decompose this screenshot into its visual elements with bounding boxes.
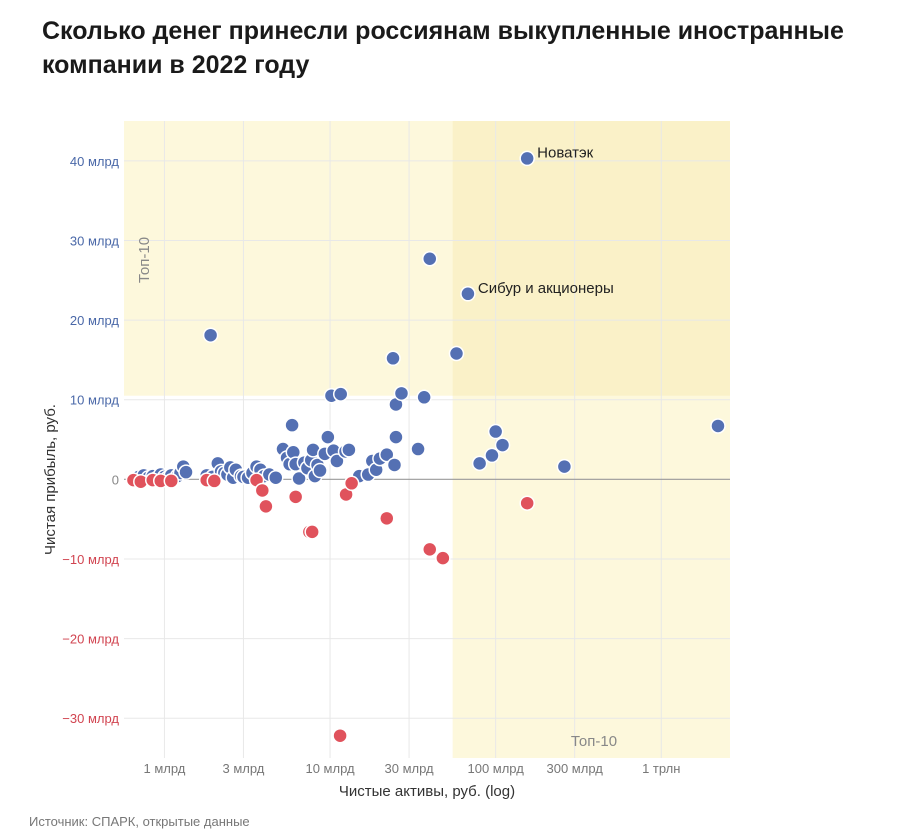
loss-point [304,524,320,540]
profit-point [312,462,328,479]
profit-point [341,442,357,458]
y-tick-label: 0 [112,472,119,487]
top10-assets-zone-label: Топ-10 [571,733,617,750]
profit-point [320,429,336,445]
loss-point [206,473,223,489]
profit-point [556,458,573,475]
profit-point [460,286,476,302]
profit-point [448,345,465,362]
top10-zones [124,121,730,758]
annotations: Новатэк Сибур и акционеры [478,144,614,296]
loss-point [343,475,360,492]
source-note: Источник: СПАРК, открытые данные [29,814,250,829]
profit-point [284,417,300,433]
y-tick-label: −20 млрд [62,632,119,647]
profit-point [471,455,488,472]
loss-point [254,482,271,499]
y-tick-label: 10 млрд [70,393,120,408]
profit-point [388,429,404,445]
profit-point [519,150,535,167]
profit-point [393,385,410,402]
profit-point [291,470,307,487]
profit-point [202,327,219,343]
scatter-chart: 40 млрд 30 млрд 20 млрд 10 млрд 0 −10 млрд −20… [42,121,730,800]
y-tick-label: −30 млрд [62,711,119,726]
y-axis-ticks: 40 млрд 30 млрд 20 млрд 10 млрд 0 −10 млрд −20… [62,154,119,726]
profit-point [410,441,426,457]
top10-overlap-zone [452,121,730,396]
profit-point [379,446,395,463]
loss-point [258,498,274,515]
profit-point [416,389,432,406]
y-tick-label: 20 млрд [70,313,120,328]
x-tick-label: 1 млрд [143,761,185,776]
chart-title: Сколько денег принесли россиянам выкупле… [42,17,844,79]
profit-point [494,437,511,453]
profit-point [178,464,194,480]
y-axis-title: Чистая прибыль, руб. [42,404,59,555]
loss-point [287,489,304,505]
top10-profit-zone-label: Топ-10 [136,237,153,283]
profit-point [386,457,403,473]
profit-point [385,350,401,367]
x-axis-title: Чистые активы, руб. (log) [339,783,515,800]
profit-point [422,251,438,267]
profit-point [332,386,349,402]
y-tick-label: 30 млрд [70,233,120,248]
profit-point [710,418,726,434]
x-tick-label: 10 млрд [305,761,355,776]
loss-point [435,550,451,566]
loss-point [163,473,180,489]
loss-point [332,727,348,744]
loss-point [422,541,438,558]
y-tick-label: 40 млрд [70,154,120,169]
x-tick-label: 100 млрд [467,761,524,776]
data-points [125,150,726,744]
grid-lines [124,121,730,758]
profit-point [267,469,284,486]
profit-point [487,423,504,440]
profit-point [329,453,345,469]
profit-point [484,447,500,464]
loss-point [519,495,535,511]
x-tick-label: 1 трлн [642,761,680,776]
y-tick-label: −10 млрд [62,552,119,567]
x-tick-label: 300 млрд [547,761,604,776]
x-tick-label: 3 млрд [223,761,265,776]
point-annotation: Новатэк [537,144,594,161]
loss-point [379,510,395,527]
x-axis-ticks: 1 млрд 3 млрд 10 млрд 30 млрд 100 млрд 300 мл… [143,761,680,776]
point-annotation: Сибур и акционеры [478,280,614,297]
x-tick-label: 30 млрд [385,761,435,776]
